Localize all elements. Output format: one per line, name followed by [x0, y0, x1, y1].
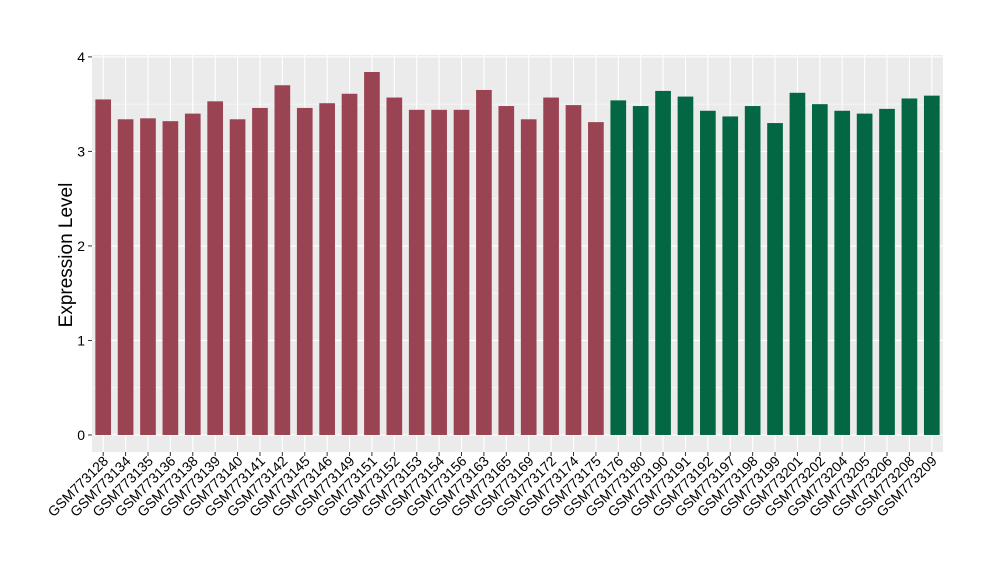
y-tick-label: 3 [77, 143, 85, 159]
bar [364, 72, 380, 435]
bar [453, 109, 470, 435]
bar [520, 119, 537, 435]
bar [431, 109, 447, 435]
bar [834, 110, 851, 435]
bar [588, 122, 604, 435]
bar [879, 108, 895, 435]
bar [341, 93, 358, 435]
bar [274, 85, 291, 435]
bar [229, 119, 246, 435]
bar [543, 97, 559, 435]
bar [498, 106, 515, 435]
bar [476, 89, 492, 435]
bar [296, 107, 313, 435]
bar [744, 106, 761, 435]
y-tick-label: 1 [77, 332, 85, 348]
bar [117, 119, 134, 435]
y-tick-label: 2 [77, 238, 85, 254]
bar [386, 97, 403, 435]
bars [95, 72, 940, 435]
bar [565, 105, 582, 435]
bar [408, 109, 425, 435]
bar [319, 103, 335, 435]
bar [700, 110, 716, 435]
bar [207, 101, 224, 435]
bar [610, 100, 627, 435]
bar [789, 92, 806, 435]
bar [901, 98, 918, 435]
y-tick-label: 0 [77, 427, 85, 443]
bar [923, 95, 940, 435]
bar [95, 99, 112, 435]
bar [184, 113, 201, 435]
bar [722, 116, 739, 435]
y-axis-title: Expression Level [56, 183, 77, 328]
bar [655, 90, 671, 435]
bar [767, 123, 783, 435]
bar [140, 118, 156, 435]
bar [252, 107, 268, 435]
bar [811, 104, 828, 435]
bar [162, 121, 179, 435]
x-axis: GSM773128GSM773134GSM773135GSM773136GSM7… [44, 452, 940, 520]
bar [632, 106, 649, 435]
y-tick-label: 4 [77, 49, 85, 65]
bar [856, 113, 873, 435]
bar [677, 96, 694, 435]
y-axis: 0 1 2 3 4 [77, 49, 92, 443]
